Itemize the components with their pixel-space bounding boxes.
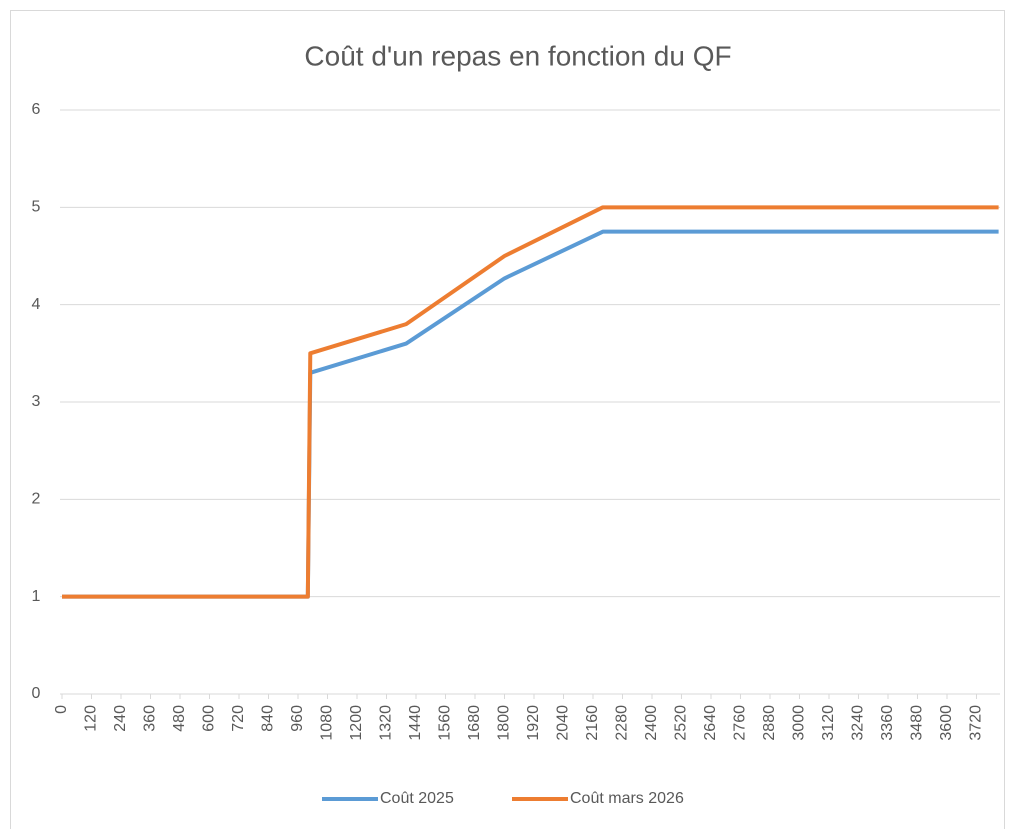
x-tick-label: 3720 [968,705,985,741]
x-tick-label: 2880 [761,705,778,741]
chart-title: Coût d'un repas en fonction du QF [304,40,731,71]
series-line [62,205,999,599]
legend-label: Coût mars 2026 [570,790,684,807]
x-tick-label: 2400 [643,705,660,741]
x-tick-label: 960 [289,705,306,732]
chart-border [10,10,1005,829]
x-tick-label: 3240 [850,705,867,741]
x-tick-label: 1320 [378,705,395,741]
y-tick-label: 5 [32,199,41,216]
x-tick-label: 240 [112,705,129,732]
x-tick-label: 1800 [496,705,513,741]
x-tick-label: 2280 [614,705,631,741]
x-tick-label: 2760 [732,705,749,741]
y-tick-label: 2 [32,491,41,508]
x-tick-label: 3360 [879,705,896,741]
x-tick-label: 720 [230,705,247,732]
x-tick-label: 1080 [319,705,336,741]
legend-label: Coût 2025 [380,790,454,807]
x-tick-label: 3000 [791,705,808,741]
y-tick-label: 0 [32,685,41,702]
x-tick-label: 3600 [938,705,955,741]
x-tick-label: 3480 [909,705,926,741]
y-tick-label: 1 [32,588,41,605]
x-tick-label: 3120 [820,705,837,741]
y-tick-label: 3 [32,393,41,410]
x-tick-label: 600 [201,705,218,732]
y-tick-label: 6 [32,101,41,118]
x-tick-label: 2520 [673,705,690,741]
x-tick-label: 1920 [525,705,542,741]
x-tick-label: 480 [171,705,188,732]
x-tick-label: 120 [83,705,100,732]
y-tick-label: 4 [32,296,41,313]
x-tick-label: 1560 [437,705,454,741]
x-tick-label: 360 [142,705,159,732]
x-tick-label: 2040 [555,705,572,741]
x-tick-label: 2640 [702,705,719,741]
x-tick-label: 2160 [584,705,601,741]
x-tick-label: 1680 [466,705,483,741]
x-tick-label: 1440 [407,705,424,741]
x-tick-label: 0 [53,705,70,714]
x-tick-label: 840 [260,705,277,732]
x-tick-label: 1200 [348,705,365,741]
